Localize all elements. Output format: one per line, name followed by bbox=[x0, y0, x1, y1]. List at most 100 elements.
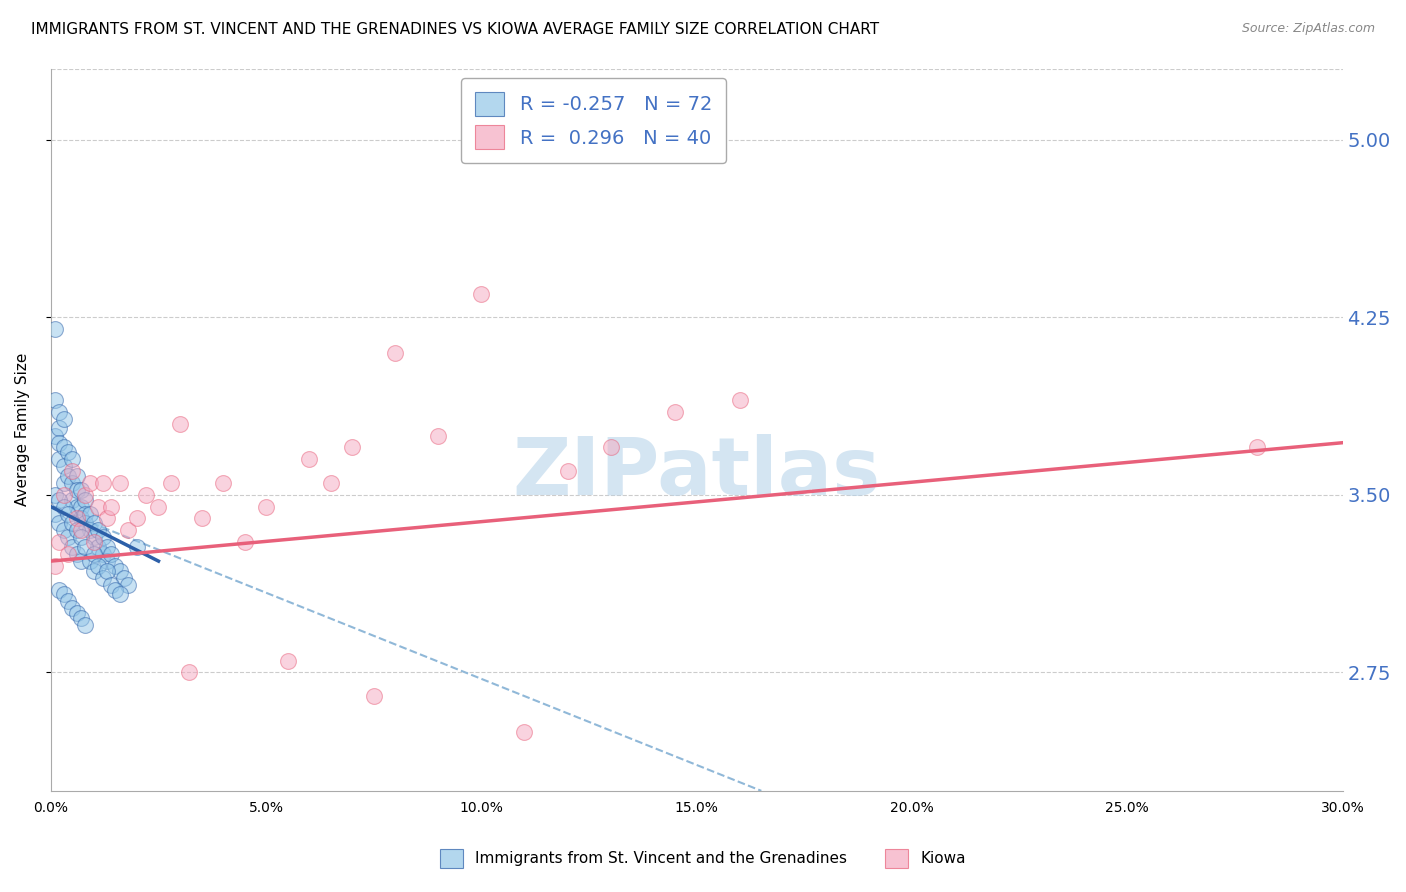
Point bbox=[66, 483, 89, 497]
Point bbox=[728, 393, 751, 408]
Point bbox=[60, 452, 83, 467]
Text: ZIPatlas: ZIPatlas bbox=[513, 434, 882, 512]
Point bbox=[48, 582, 70, 597]
Point bbox=[56, 531, 79, 545]
Point bbox=[1246, 441, 1268, 455]
Point bbox=[125, 540, 148, 554]
Point bbox=[363, 689, 385, 703]
Point bbox=[169, 417, 191, 431]
Point bbox=[70, 531, 93, 545]
Text: IMMIGRANTS FROM ST. VINCENT AND THE GRENADINES VS KIOWA AVERAGE FAMILY SIZE CORR: IMMIGRANTS FROM ST. VINCENT AND THE GREN… bbox=[31, 22, 879, 37]
Point bbox=[48, 435, 70, 450]
Point bbox=[83, 547, 105, 561]
Point bbox=[96, 511, 118, 525]
Point bbox=[75, 618, 97, 632]
Point bbox=[83, 564, 105, 578]
Point bbox=[135, 488, 157, 502]
Point bbox=[44, 322, 66, 336]
Point bbox=[87, 500, 110, 514]
Point bbox=[108, 564, 131, 578]
Point bbox=[75, 492, 97, 507]
Point bbox=[160, 475, 183, 490]
Point bbox=[83, 535, 105, 549]
Point bbox=[470, 286, 492, 301]
Point bbox=[48, 452, 70, 467]
Point bbox=[79, 524, 101, 538]
Point bbox=[96, 564, 118, 578]
Point bbox=[70, 611, 93, 625]
Point bbox=[66, 524, 89, 538]
Point bbox=[48, 405, 70, 419]
Point bbox=[60, 601, 83, 615]
Point bbox=[104, 582, 127, 597]
Point bbox=[52, 459, 75, 474]
Point bbox=[664, 405, 686, 419]
Point bbox=[48, 421, 70, 435]
Point bbox=[87, 524, 110, 538]
Point bbox=[319, 475, 342, 490]
Point bbox=[87, 540, 110, 554]
Point bbox=[212, 475, 235, 490]
Point bbox=[44, 393, 66, 408]
Point bbox=[513, 724, 536, 739]
Point bbox=[66, 606, 89, 620]
Point bbox=[70, 500, 93, 514]
Point bbox=[52, 524, 75, 538]
Point bbox=[75, 516, 97, 531]
Text: Source: ZipAtlas.com: Source: ZipAtlas.com bbox=[1241, 22, 1375, 36]
Point bbox=[83, 531, 105, 545]
Point bbox=[66, 500, 89, 514]
Point bbox=[112, 571, 135, 585]
Point bbox=[342, 441, 364, 455]
Point bbox=[66, 547, 89, 561]
Point bbox=[60, 540, 83, 554]
Point bbox=[298, 452, 321, 467]
Point bbox=[66, 468, 89, 483]
Point bbox=[125, 511, 148, 525]
Point bbox=[60, 464, 83, 478]
Point bbox=[70, 483, 93, 497]
Point bbox=[70, 524, 93, 538]
Point bbox=[100, 578, 122, 592]
Point bbox=[91, 547, 114, 561]
Point bbox=[254, 500, 277, 514]
Point bbox=[108, 587, 131, 601]
Y-axis label: Average Family Size: Average Family Size bbox=[15, 353, 30, 507]
Point bbox=[48, 516, 70, 531]
Point bbox=[56, 594, 79, 608]
Point bbox=[91, 571, 114, 585]
Point bbox=[52, 500, 75, 514]
Point bbox=[233, 535, 256, 549]
Point bbox=[56, 547, 79, 561]
Point bbox=[52, 475, 75, 490]
Point bbox=[44, 507, 66, 521]
Point bbox=[79, 507, 101, 521]
Point bbox=[83, 516, 105, 531]
Point bbox=[104, 558, 127, 573]
Point bbox=[91, 531, 114, 545]
Point bbox=[117, 524, 139, 538]
Point bbox=[277, 654, 299, 668]
Point bbox=[148, 500, 170, 514]
Point bbox=[56, 445, 79, 459]
Legend: Immigrants from St. Vincent and the Grenadines, Kiowa: Immigrants from St. Vincent and the Gren… bbox=[434, 843, 972, 873]
Point bbox=[70, 511, 93, 525]
Point bbox=[91, 475, 114, 490]
Point bbox=[44, 558, 66, 573]
Point bbox=[66, 511, 89, 525]
Point bbox=[384, 345, 406, 359]
Point bbox=[75, 540, 97, 554]
Point bbox=[56, 507, 79, 521]
Point bbox=[108, 475, 131, 490]
Point bbox=[96, 554, 118, 568]
Point bbox=[599, 441, 621, 455]
Point bbox=[60, 475, 83, 490]
Point bbox=[52, 412, 75, 426]
Point bbox=[48, 535, 70, 549]
Point bbox=[44, 488, 66, 502]
Point bbox=[190, 511, 212, 525]
Point bbox=[96, 540, 118, 554]
Point bbox=[70, 554, 93, 568]
Point bbox=[427, 428, 450, 442]
Point bbox=[557, 464, 579, 478]
